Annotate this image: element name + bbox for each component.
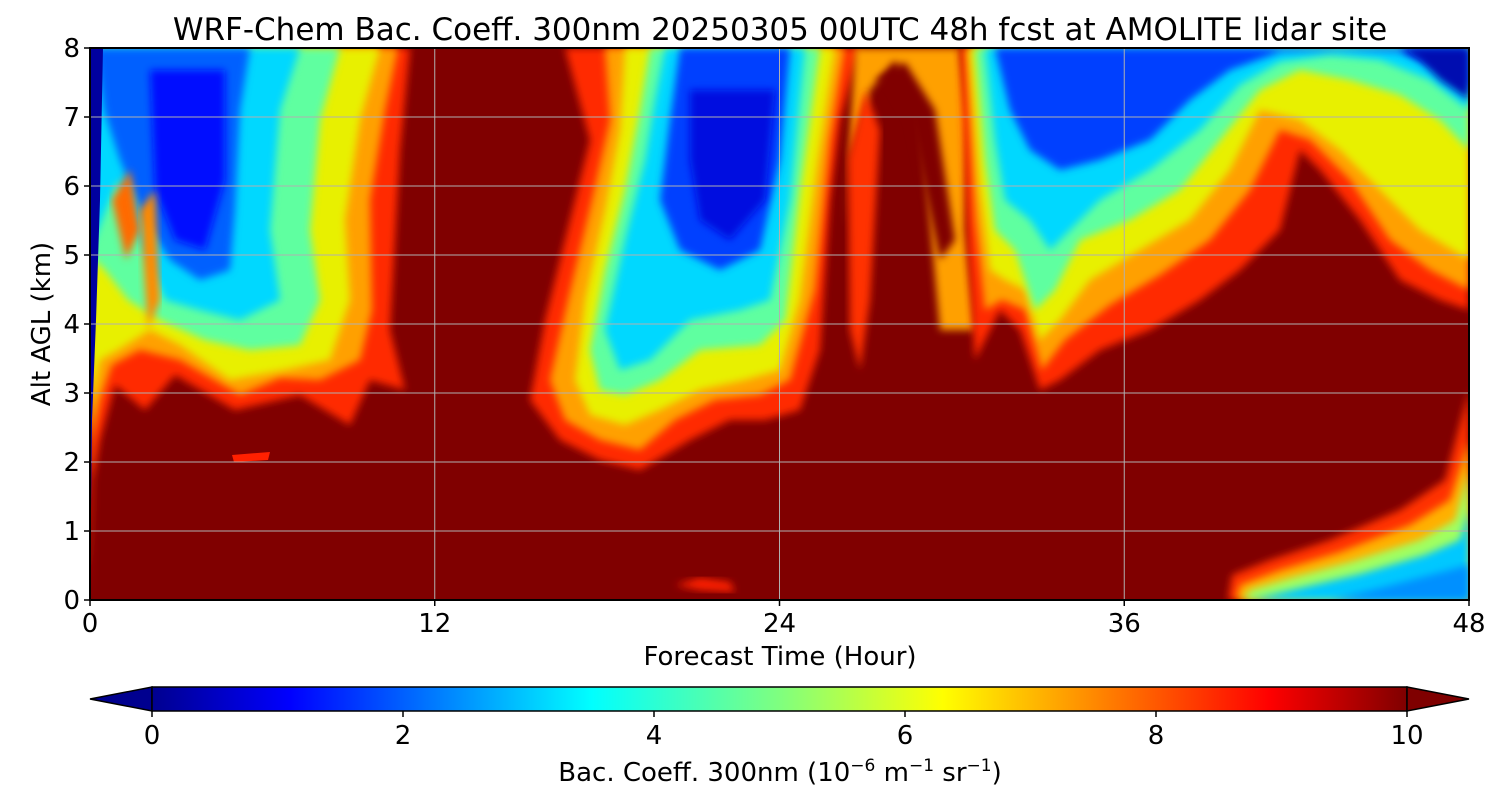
contour-region-upper-right	[960, 48, 1469, 390]
colorbar-label: Bac. Coeff. 300nm (10−6 m−1 sr−1)	[558, 756, 1001, 788]
contour-patch-small	[232, 452, 270, 462]
y-tick-label: 5	[63, 241, 80, 271]
colorbar-tick-label: 6	[897, 721, 914, 751]
colorbar-tick-label: 4	[646, 721, 663, 751]
y-tick-label: 4	[63, 310, 80, 340]
x-tick-label: 36	[1108, 609, 1141, 639]
y-tick-label: 6	[63, 172, 80, 202]
x-tick-label: 24	[763, 609, 796, 639]
x-axis-label: Forecast Time (Hour)	[643, 642, 916, 672]
chart-title: WRF-Chem Bac. Coeff. 300nm 20250305 00UT…	[173, 12, 1387, 48]
colorbar-extend-high	[1406, 686, 1470, 712]
colorbar-tick-label: 10	[1390, 721, 1423, 751]
y-tick-label: 8	[63, 34, 80, 64]
contour-region-lower-right	[1228, 390, 1469, 600]
y-tick-label: 1	[63, 517, 80, 547]
x-tick-label: 0	[82, 609, 99, 639]
y-tick-label: 2	[63, 448, 80, 478]
contour-region-mid	[530, 48, 860, 470]
y-tick-label: 7	[63, 103, 80, 133]
colorbar-ticks: 0 2 4 6 8 10	[144, 711, 1424, 751]
colorbar-tick-label: 0	[144, 721, 161, 751]
y-axis-label: Alt AGL (km)	[27, 242, 57, 406]
colorbar-tick-label: 8	[1148, 721, 1165, 751]
colorbar-gradient	[151, 686, 1408, 712]
x-axis-ticks: 0 12 24 36 48	[82, 600, 1486, 639]
colorbar-tick-label: 2	[395, 721, 412, 751]
x-tick-label: 48	[1452, 609, 1485, 639]
y-axis-ticks: 0 1 2 3 4 5 6 7 8	[63, 34, 90, 616]
colorbar: 0 2 4 6 8 10 Bac. Coeff. 300nm (10−6 m−1 sr−1…	[89, 686, 1470, 788]
contour-patch-surface	[675, 578, 735, 592]
plot-frame	[89, 47, 1470, 601]
contour-region-tongue	[845, 48, 975, 370]
y-tick-label: 0	[63, 586, 80, 616]
x-tick-label: 12	[418, 609, 451, 639]
y-tick-label: 3	[63, 379, 80, 409]
colorbar-extend-low	[89, 686, 153, 712]
